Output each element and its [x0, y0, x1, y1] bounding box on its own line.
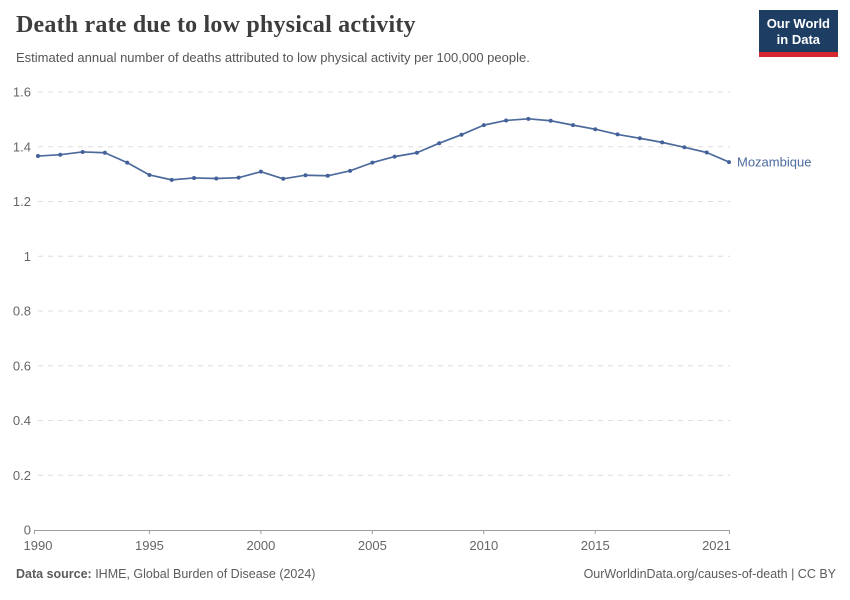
data-point[interactable]: [58, 152, 63, 157]
data-point[interactable]: [704, 150, 709, 155]
data-point[interactable]: [526, 116, 531, 121]
data-point[interactable]: [414, 150, 419, 155]
data-point[interactable]: [281, 176, 286, 181]
x-axis-tick-label: 2005: [358, 538, 387, 553]
data-source: Data source: IHME, Global Burden of Dise…: [16, 567, 315, 581]
data-point[interactable]: [102, 150, 107, 155]
y-axis-tick-label: 1.2: [13, 194, 31, 209]
data-point[interactable]: [36, 154, 40, 159]
x-axis-tick-label: 2010: [469, 538, 498, 553]
data-point[interactable]: [370, 160, 375, 165]
data-point[interactable]: [637, 136, 642, 141]
y-axis-tick-label: 0.2: [13, 468, 31, 483]
x-axis-tick-label: 2015: [581, 538, 610, 553]
data-point[interactable]: [236, 175, 241, 180]
data-source-label: Data source:: [16, 567, 92, 581]
y-axis-tick-label: 1.6: [13, 85, 31, 100]
data-point[interactable]: [727, 160, 731, 165]
y-axis-tick-label: 1: [24, 249, 31, 264]
owid-logo-line2: in Data: [776, 31, 821, 47]
data-point[interactable]: [548, 118, 553, 123]
series-line-mozambique[interactable]: [37, 117, 730, 181]
data-point[interactable]: [348, 168, 353, 173]
data-point[interactable]: [303, 173, 308, 178]
data-point[interactable]: [214, 176, 219, 181]
x-axis-tick-label: 2000: [246, 538, 275, 553]
data-source-text: IHME, Global Burden of Disease (2024): [91, 567, 316, 581]
data-point[interactable]: [258, 169, 263, 174]
data-point[interactable]: [593, 127, 598, 132]
line-chart[interactable]: 0 0.2 0.4 0.6 0.8 1 1.2 1.4 1.6 1990 1995 2000 2005 2…: [0, 80, 850, 555]
data-point[interactable]: [615, 132, 620, 137]
data-point[interactable]: [147, 172, 152, 177]
data-point[interactable]: [125, 160, 130, 165]
data-point[interactable]: [392, 154, 397, 159]
x-axis-tick-label: 1995: [135, 538, 164, 553]
x-axis-tick-label: 1990: [24, 538, 53, 553]
data-point[interactable]: [504, 118, 509, 123]
data-point[interactable]: [682, 145, 687, 150]
data-point[interactable]: [459, 132, 464, 137]
data-point[interactable]: [481, 123, 486, 128]
owid-logo-line1: Our World: [766, 16, 830, 31]
y-axis-tick-label: 1.4: [13, 139, 31, 154]
data-point[interactable]: [169, 177, 174, 182]
data-point[interactable]: [660, 140, 665, 145]
y-axis-tick-label: 0.6: [13, 358, 31, 373]
data-point[interactable]: [437, 141, 442, 146]
data-point[interactable]: [325, 173, 330, 178]
y-axis-tick-label: 0.4: [13, 413, 31, 428]
y-axis-tick-label: 0: [24, 523, 31, 538]
owid-logo[interactable]: Our World in Data: [758, 10, 838, 58]
credit-link[interactable]: OurWorldinData.org/causes-of-death | CC …: [583, 567, 836, 581]
x-axis-tick-label: 2021: [702, 538, 731, 553]
entity-label[interactable]: Mozambique: [737, 155, 811, 170]
chart-footer: Data source: IHME, Global Burden of Dise…: [16, 567, 836, 581]
data-point[interactable]: [80, 149, 85, 154]
page-title: Death rate due to low physical activity: [16, 12, 416, 38]
data-point[interactable]: [192, 175, 197, 180]
chart-subtitle: Estimated annual number of deaths attrib…: [16, 50, 530, 65]
y-axis-tick-label: 0.8: [13, 304, 31, 319]
data-point[interactable]: [570, 123, 575, 128]
